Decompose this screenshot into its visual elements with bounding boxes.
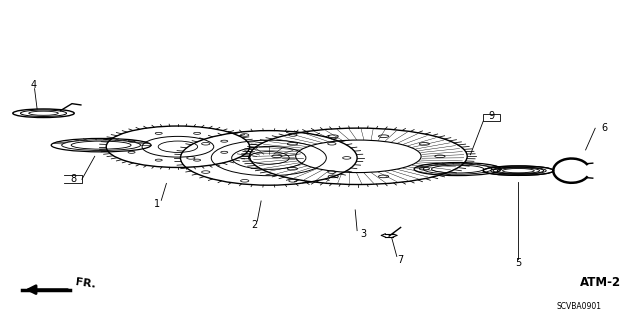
Text: 4: 4 (30, 79, 36, 90)
Text: 5: 5 (515, 258, 522, 268)
Text: 6: 6 (602, 122, 608, 133)
Text: 8: 8 (70, 174, 77, 184)
Text: FR.: FR. (75, 278, 97, 290)
Text: SCVBA0901: SCVBA0901 (557, 302, 602, 311)
Text: 1: 1 (154, 198, 160, 209)
Text: 7: 7 (397, 255, 403, 265)
Bar (483, 114, 500, 121)
Text: 9: 9 (488, 111, 495, 122)
Text: 2: 2 (252, 220, 258, 230)
Text: ATM-2: ATM-2 (580, 276, 621, 289)
Text: 3: 3 (360, 228, 367, 239)
